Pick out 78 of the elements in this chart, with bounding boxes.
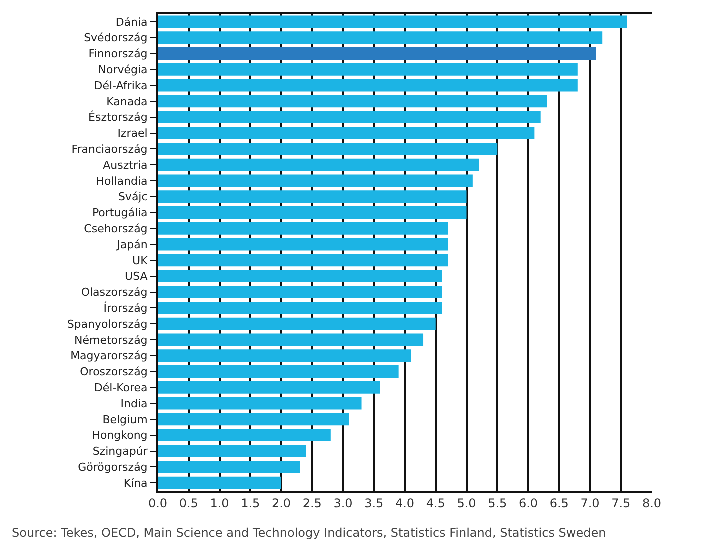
- y-tick-label: Dánia: [116, 16, 148, 29]
- bar: [158, 270, 442, 283]
- y-tick-label: Franciaország: [72, 143, 148, 156]
- y-tick-label: Görögország: [78, 461, 148, 474]
- bar: [158, 127, 535, 140]
- bar: [158, 254, 448, 267]
- y-tick-label: Magyarország: [70, 350, 148, 363]
- bar: [158, 413, 350, 426]
- x-tick-label: 8.0: [642, 496, 662, 510]
- y-tick-label: Belgium: [102, 413, 148, 426]
- bar: [158, 63, 578, 76]
- y-tick-label: Olaszország: [81, 286, 148, 300]
- bar: [158, 190, 467, 204]
- y-tick-label: Kanada: [106, 95, 148, 108]
- bar: [158, 366, 399, 378]
- bar: [158, 460, 300, 474]
- x-tick-label: 2.5: [302, 496, 322, 510]
- source-note: Source: Tekes, OECD, Main Science and Technology Indicators, Statistics Finland, Statistics Sweden: [12, 526, 606, 540]
- y-tick-label: Oroszország: [80, 366, 148, 379]
- y-tick-label: Szingapúr: [92, 445, 148, 458]
- y-tick-label: Írország: [104, 301, 148, 315]
- bar: [158, 174, 473, 188]
- x-tick-label: 2.0: [272, 496, 292, 510]
- bar: [158, 334, 424, 346]
- bar: [158, 95, 548, 108]
- bar: [158, 158, 480, 172]
- x-tick-label: 6.5: [550, 496, 569, 510]
- y-tick-label: Norvégia: [98, 64, 148, 76]
- bar: [158, 318, 436, 330]
- bar: [158, 350, 412, 362]
- y-tick-label: Észtország: [88, 110, 148, 124]
- x-tick-label: 1.0: [210, 496, 230, 510]
- bar: [158, 476, 282, 490]
- y-tick-label: USA: [125, 270, 148, 284]
- bar: [158, 142, 498, 156]
- y-tick-label: Németország: [74, 334, 148, 347]
- y-tick-label: Ausztria: [103, 158, 148, 172]
- y-tick-label: Svájc: [118, 190, 148, 204]
- y-tick-label: Csehország: [84, 222, 148, 236]
- x-tick-label: 0.5: [179, 496, 198, 510]
- y-tick-label: India: [120, 397, 148, 410]
- y-tick-label: Izrael: [118, 127, 148, 140]
- y-tick-label: Hollandia: [96, 174, 148, 188]
- y-tick-label: Dél-Korea: [94, 382, 148, 394]
- bar: [158, 48, 596, 60]
- bar: [158, 302, 442, 314]
- bar: [158, 111, 541, 124]
- y-tick-label: UK: [132, 254, 149, 268]
- x-tick-label: 4.0: [395, 496, 415, 510]
- bar: [158, 429, 331, 442]
- y-tick-label: Spanyolország: [67, 318, 148, 331]
- y-tick-label: Kína: [124, 476, 148, 490]
- bar: [158, 238, 448, 251]
- y-tick-label: Svédország: [84, 32, 148, 45]
- y-tick-label: Hongkong: [92, 429, 148, 442]
- x-tick-label: 3.0: [334, 496, 353, 510]
- x-tick-label: 1.5: [241, 496, 260, 510]
- bar: [158, 381, 380, 394]
- x-tick-label: 0.0: [148, 496, 168, 510]
- bar: [158, 397, 362, 410]
- bar: [158, 79, 578, 92]
- x-tick-label: 7.5: [612, 496, 631, 510]
- bar: [158, 16, 628, 28]
- y-tick-label: Japán: [116, 238, 148, 252]
- x-tick-label: 4.5: [426, 496, 446, 510]
- x-tick-label: 3.5: [364, 496, 384, 510]
- y-tick-label: Finnország: [88, 48, 148, 61]
- bar: [158, 32, 603, 44]
- x-tick-label: 5.0: [457, 496, 476, 510]
- bar: [158, 222, 448, 235]
- y-tick-label: Dél-Afrika: [94, 79, 148, 92]
- bar: [158, 286, 442, 298]
- x-tick-label: 6.0: [518, 496, 538, 510]
- y-tick-label: Portugália: [92, 206, 148, 220]
- bar: [158, 206, 467, 219]
- bar: [158, 445, 306, 458]
- x-tick-label: 5.5: [488, 496, 508, 510]
- x-tick-label: 7.0: [580, 496, 600, 510]
